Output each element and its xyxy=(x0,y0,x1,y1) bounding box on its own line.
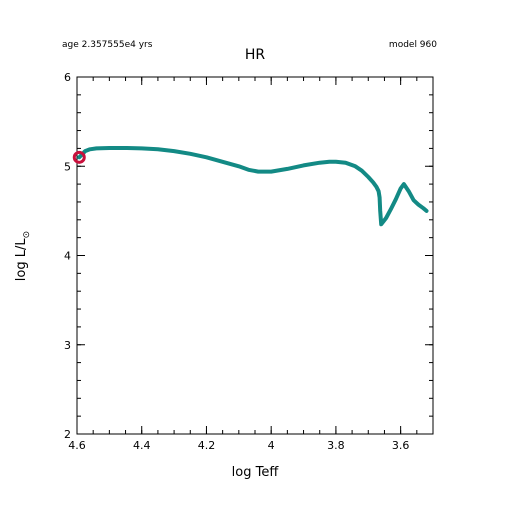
x-tick-labels: 4.6 4.4 4.2 4 3.8 3.6 xyxy=(68,439,409,452)
y-tick-label: 4 xyxy=(64,250,71,263)
x-tick-label: 3.6 xyxy=(392,439,410,452)
current-point-marker xyxy=(72,150,86,164)
marker-layer xyxy=(72,150,86,164)
model-label: model 960 xyxy=(389,40,437,50)
y-tick-labels: 2 3 4 5 6 xyxy=(64,71,71,441)
y-tick-label: 3 xyxy=(64,339,71,352)
x-tick-label: 4.2 xyxy=(198,439,216,452)
x-tick-label: 4.6 xyxy=(68,439,86,452)
plot-frame xyxy=(76,76,434,435)
y-tick-label: 2 xyxy=(64,428,71,441)
y-tick-label: 6 xyxy=(64,71,71,84)
y-axis-label-main: log L/L xyxy=(14,238,29,282)
x-tick-label: 4 xyxy=(268,439,275,452)
x-tick-label: 4.4 xyxy=(133,439,151,452)
x-axis-label: log Teff xyxy=(232,465,280,480)
series-layer xyxy=(77,146,429,227)
chart-title: HR xyxy=(245,47,266,63)
age-label: age 2.357555e4 yrs xyxy=(62,40,153,50)
major-ticks xyxy=(76,76,433,435)
y-axis-label: log L/L⊙ xyxy=(14,231,32,281)
series-line-track xyxy=(77,146,429,227)
y-tick-label: 5 xyxy=(64,160,71,173)
minor-ticks xyxy=(76,76,434,435)
x-tick-label: 3.8 xyxy=(327,439,345,452)
y-axis-label-sun-symbol: ⊙ xyxy=(22,231,32,239)
